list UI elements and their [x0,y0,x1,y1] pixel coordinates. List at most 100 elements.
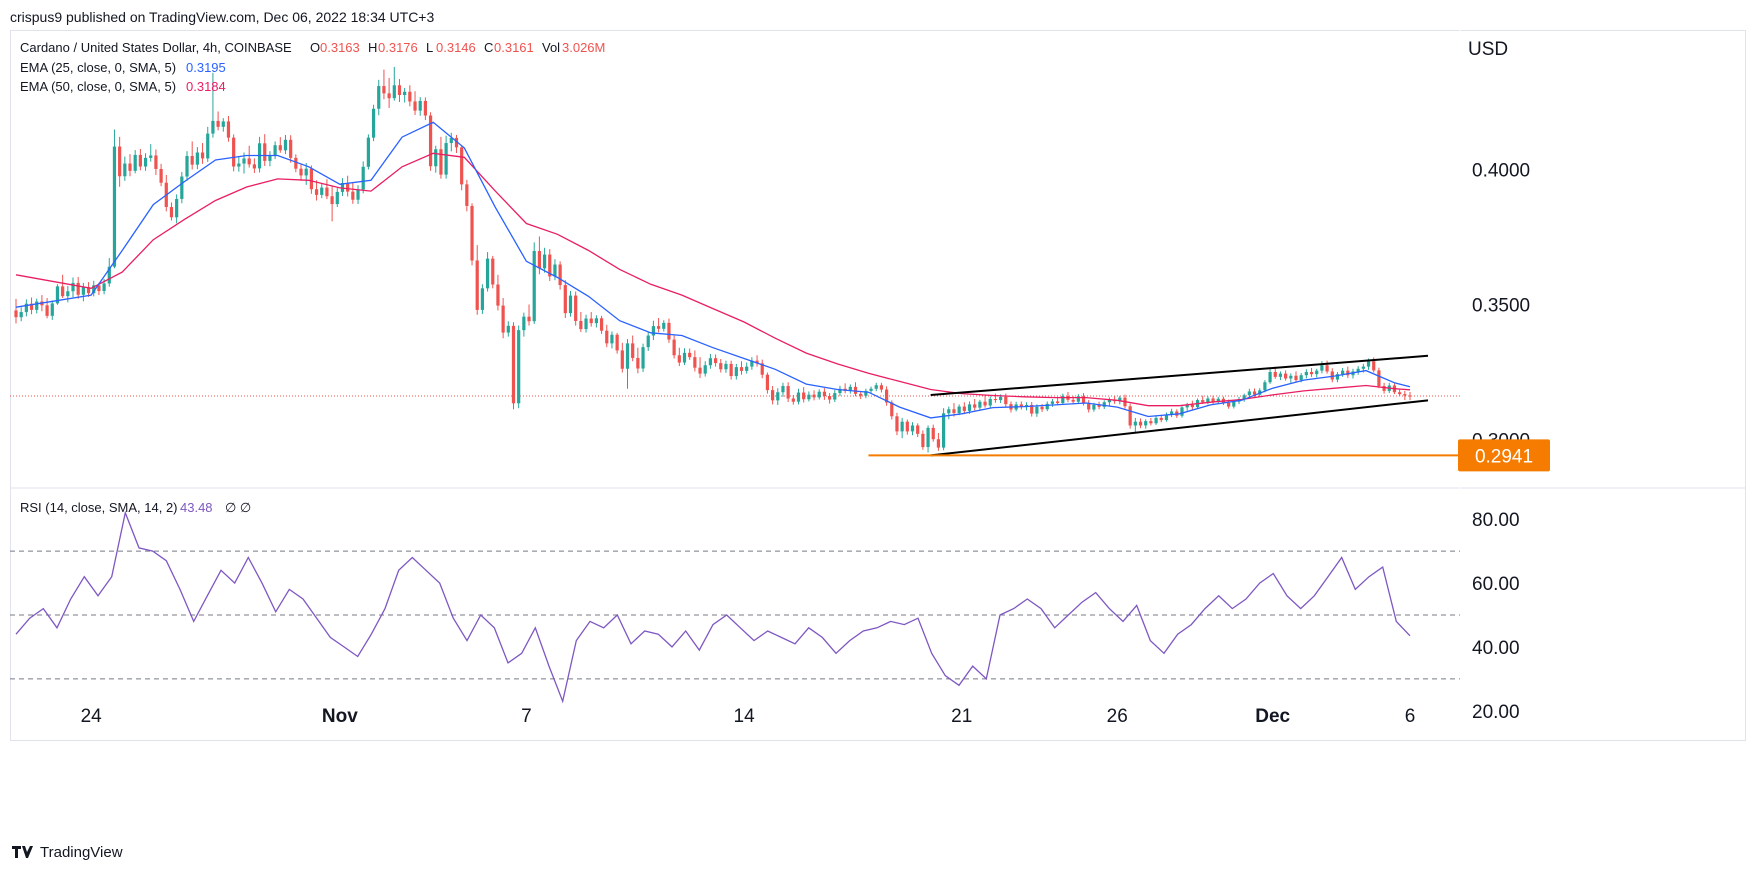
ema25-line [15,121,1411,419]
candle [195,147,199,170]
candle-body [1227,402,1231,407]
candle-body [812,394,816,398]
candle-body [304,168,308,176]
legend-rsi-extra: ∅ ∅ [225,500,251,515]
candle-body [833,393,837,400]
candle [532,242,536,324]
candle [50,300,54,320]
candle-body [802,392,806,400]
candle [843,383,847,394]
candle [931,424,935,442]
candle-body [175,198,179,218]
candle-body [734,367,738,377]
candle-body [1030,404,1034,414]
candle-body [511,325,516,404]
candle [1164,412,1169,422]
candle-body [745,366,749,371]
candle [905,419,909,435]
candle [827,393,832,404]
candle-body [1247,391,1251,396]
candle-body [667,322,671,340]
candle [1185,402,1189,411]
candle-body [1252,391,1257,395]
candle [884,386,889,406]
candle [786,382,790,402]
rsi-tick-label: 40.00 [1472,638,1520,659]
candle [631,335,635,362]
candle-body [86,287,91,294]
candle [879,382,884,393]
candle [988,396,992,409]
candle-body [61,286,65,297]
candle-body [325,187,329,197]
candle [351,183,355,204]
candle [517,325,521,409]
candle-body [496,284,500,306]
candle [1128,403,1132,429]
candle-body [1377,370,1381,387]
candle-body [517,330,521,404]
candle-body [387,93,391,99]
candle [216,111,220,131]
candle [1258,388,1262,397]
candle-body [688,352,692,358]
candle-body [485,258,490,289]
candle-body [294,157,298,169]
time-tick-label: 14 [734,706,756,727]
chart-canvas[interactable]: Cardano / United States Dollar, 4h, COIN… [10,30,1746,836]
candle-body [128,163,132,171]
candle-body [522,316,526,331]
candle [1346,366,1350,378]
legend-ohlc-key: C [484,40,493,55]
candle [548,249,552,282]
legend-ohlc: O 0.3163 H 0.3176 L 0.3146 C 0.3161 Vol 3.026M [310,40,605,55]
candle-body [35,301,39,310]
candle [1170,408,1174,418]
price-pane [10,66,1460,453]
candle-body [1149,421,1153,424]
candle-body [92,285,96,294]
candle [460,145,464,191]
candle-body [1273,372,1277,377]
candle [263,134,267,166]
candle-body [853,386,858,394]
time-axis[interactable]: 24 Nov 7 14 21 26 Dec 6 [81,706,1416,727]
candle-body [999,396,1003,401]
candle-body [1071,399,1075,402]
rsi-axis[interactable]: 80.00 60.00 40.00 20.00 [1472,510,1520,723]
candle [1045,401,1049,412]
candle-body [1004,396,1008,405]
candle-body [408,91,412,102]
candle-body [475,260,479,310]
candle [1335,372,1340,383]
price-tick-label: 0.3500 [1472,296,1530,317]
candle-body [299,168,303,176]
candle [1330,368,1334,383]
candle-body [1180,407,1184,416]
candle [428,112,433,171]
candle [1133,417,1137,434]
candle-body [382,86,386,94]
candle [35,298,39,314]
candle-body [537,251,542,269]
candle [962,402,966,415]
candle [164,174,168,212]
candle-body [1144,421,1148,426]
candle-body [1232,401,1236,407]
candle-body [1050,401,1055,404]
candle-body [1346,370,1350,376]
candle [413,91,417,115]
tradingview-brand[interactable]: TradingView [12,844,123,861]
candle-body [651,326,656,336]
currency-label: USD [1468,39,1508,60]
candle [838,385,842,397]
candle-body [636,357,640,369]
candle [19,307,23,322]
candle [76,276,80,299]
candle [449,132,453,152]
legend-ema25-label: EMA (25, close, 0, SMA, 5) [20,60,176,75]
lower-trendline[interactable] [930,399,1429,457]
upper-trendline[interactable] [930,354,1429,396]
candle-body [1403,394,1407,396]
